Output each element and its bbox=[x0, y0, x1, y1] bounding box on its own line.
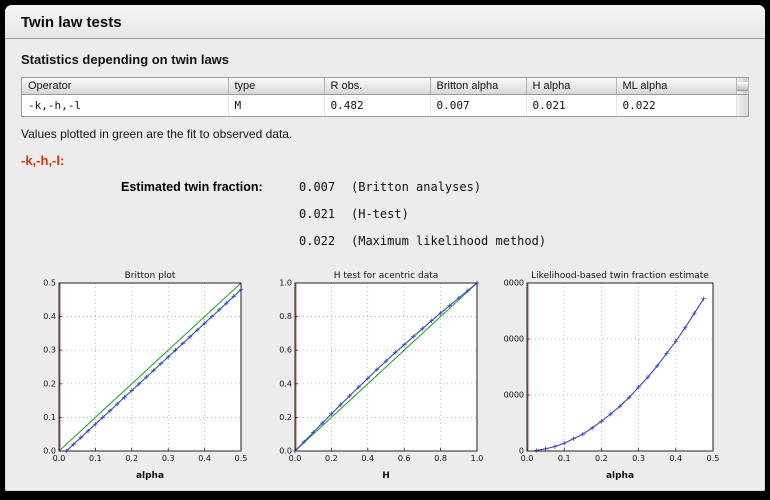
svg-text:0.6: 0.6 bbox=[398, 454, 411, 463]
svg-text:H test for acentric data: H test for acentric data bbox=[334, 271, 439, 281]
charts-row: 0.0 0.1 0.2 0.3 0.4 0.5 0.0 0.1 0.2 0.3 0.4 0.5 Brit… bbox=[21, 265, 749, 481]
svg-text:0.1: 0.1 bbox=[89, 454, 102, 463]
htest-fraction-value: 0.021 bbox=[299, 207, 336, 221]
cell-r-obs: 0.482 bbox=[324, 94, 431, 116]
svg-text:alpha: alpha bbox=[606, 471, 634, 481]
section-title: Statistics depending on twin laws bbox=[21, 52, 230, 67]
svg-text:0.2: 0.2 bbox=[595, 454, 608, 463]
svg-text:300000: 300000 bbox=[503, 279, 524, 288]
cell-ml-alpha: 0.022 bbox=[616, 94, 737, 116]
svg-text:0.2: 0.2 bbox=[279, 413, 292, 422]
col-header-britton-alpha[interactable]: Britton alpha bbox=[430, 78, 527, 95]
svg-text:100000: 100000 bbox=[503, 391, 524, 400]
ml-fraction-value: 0.022 bbox=[299, 234, 336, 248]
twin-law-table: Operator type R obs. Britton alpha H alp… bbox=[21, 77, 749, 117]
svg-text:0.2: 0.2 bbox=[125, 454, 138, 463]
fraction-row-htest: 0.021 (H-test) bbox=[121, 207, 749, 234]
col-header-operator[interactable]: Operator bbox=[22, 78, 229, 95]
svg-text:0.5: 0.5 bbox=[707, 454, 720, 463]
cell-h-alpha: 0.021 bbox=[526, 94, 617, 116]
svg-text:0.4: 0.4 bbox=[669, 454, 682, 463]
operator-heading: -k,-h,-l: bbox=[21, 153, 65, 168]
svg-text:0.2: 0.2 bbox=[325, 454, 338, 463]
svg-text:0.4: 0.4 bbox=[279, 379, 292, 388]
cell-type: M bbox=[228, 94, 325, 116]
col-header-type[interactable]: type bbox=[228, 78, 325, 95]
h-test-plot: 0.0 0.2 0.4 0.6 0.8 1.0 0.0 0.2 0.4 0.6 0.8 1.0 H te… bbox=[279, 271, 484, 481]
page-title: Twin law tests bbox=[5, 5, 765, 39]
svg-text:0.3: 0.3 bbox=[162, 454, 175, 463]
col-header-r-obs[interactable]: R obs. bbox=[324, 78, 431, 95]
table-scrollbar-track[interactable] bbox=[736, 94, 748, 116]
table-row[interactable]: -k,-h,-l M 0.482 0.007 0.021 0.022 bbox=[22, 94, 748, 116]
svg-text:Britton plot: Britton plot bbox=[125, 271, 176, 281]
svg-text:H: H bbox=[382, 471, 390, 481]
col-header-h-alpha[interactable]: H alpha bbox=[526, 78, 617, 95]
twin-fraction-block: Estimated twin fraction: 0.007 (Britton … bbox=[121, 180, 749, 261]
svg-text:0: 0 bbox=[519, 447, 524, 456]
app-window: Twin law tests Statistics depending on t… bbox=[5, 5, 765, 491]
htest-fraction-method: (H-test) bbox=[351, 207, 409, 221]
cell-operator: -k,-h,-l bbox=[22, 94, 229, 116]
fraction-row-britton: Estimated twin fraction: 0.007 (Britton … bbox=[121, 180, 749, 207]
fraction-label: Estimated twin fraction: bbox=[121, 180, 263, 194]
svg-text:0.6: 0.6 bbox=[279, 346, 292, 355]
svg-text:0.5: 0.5 bbox=[43, 279, 56, 288]
svg-text:alpha: alpha bbox=[136, 471, 164, 481]
svg-text:0.3: 0.3 bbox=[43, 346, 56, 355]
svg-text:0.3: 0.3 bbox=[632, 454, 645, 463]
col-header-ml-alpha[interactable]: ML alpha bbox=[616, 78, 737, 95]
svg-text:Likelihood-based twin fraction: Likelihood-based twin fraction estimate bbox=[531, 271, 709, 281]
svg-text:0.2: 0.2 bbox=[43, 379, 56, 388]
britton-plot: 0.0 0.1 0.2 0.3 0.4 0.5 0.0 0.1 0.2 0.3 0.4 0.5 Brit… bbox=[43, 271, 248, 481]
fraction-row-ml: 0.022 (Maximum likelihood method) bbox=[121, 234, 749, 261]
green-fit-note: Values plotted in green are the fit to o… bbox=[21, 127, 293, 141]
svg-text:0.4: 0.4 bbox=[43, 312, 56, 321]
ml-fraction-method: (Maximum likelihood method) bbox=[351, 234, 547, 248]
svg-text:1.0: 1.0 bbox=[471, 454, 484, 463]
table-scrollbar[interactable] bbox=[736, 78, 749, 95]
svg-text:0.0: 0.0 bbox=[289, 454, 302, 463]
svg-text:0.4: 0.4 bbox=[198, 454, 211, 463]
britton-fraction-value: 0.007 bbox=[299, 180, 336, 194]
cell-britton-alpha: 0.007 bbox=[430, 94, 527, 116]
svg-text:0.4: 0.4 bbox=[361, 454, 374, 463]
svg-text:200000: 200000 bbox=[503, 335, 524, 344]
svg-text:0.0: 0.0 bbox=[53, 454, 66, 463]
likelihood-plot: 0.0 0.1 0.2 0.3 0.4 0.5 0 100000 200000 300000 Lik… bbox=[503, 271, 720, 481]
svg-text:0.5: 0.5 bbox=[235, 454, 248, 463]
svg-text:0.1: 0.1 bbox=[558, 454, 571, 463]
svg-text:0.8: 0.8 bbox=[434, 454, 447, 463]
table-header-row: Operator type R obs. Britton alpha H alp… bbox=[22, 78, 749, 95]
britton-fraction-method: (Britton analyses) bbox=[351, 180, 482, 194]
svg-text:0.8: 0.8 bbox=[279, 312, 292, 321]
svg-text:0.1: 0.1 bbox=[43, 413, 56, 422]
svg-text:1.0: 1.0 bbox=[279, 279, 292, 288]
svg-text:0.0: 0.0 bbox=[521, 454, 534, 463]
svg-text:0.0: 0.0 bbox=[279, 447, 292, 456]
svg-text:0.0: 0.0 bbox=[43, 447, 56, 456]
content-area: Statistics depending on twin laws Operat… bbox=[5, 39, 765, 481]
